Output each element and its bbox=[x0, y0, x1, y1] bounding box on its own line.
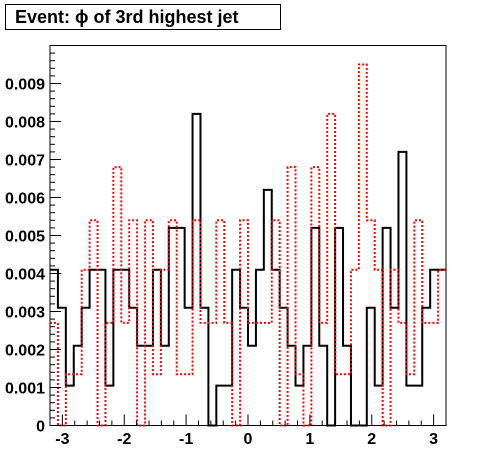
y-tick-label: 0.007 bbox=[5, 153, 45, 170]
y-tick-label: 0.005 bbox=[5, 229, 45, 246]
histogram-series-1 bbox=[50, 112, 446, 427]
y-tick-label: 0.008 bbox=[5, 115, 45, 132]
y-tick-label: 0.001 bbox=[5, 381, 45, 398]
y-tick-label: 0.002 bbox=[5, 343, 45, 360]
x-tick-label: 3 bbox=[429, 431, 438, 448]
x-tick-label: -1 bbox=[179, 431, 193, 448]
x-tick-label: 0 bbox=[244, 431, 253, 448]
chart-title: Event: ϕ of 3rd highest jet bbox=[5, 4, 281, 30]
y-tick-label: 0.009 bbox=[5, 77, 45, 94]
histogram-series-2 bbox=[50, 63, 446, 427]
x-tick-label: 1 bbox=[305, 431, 314, 448]
x-tick-label: -3 bbox=[55, 431, 69, 448]
x-tick-label: -2 bbox=[117, 431, 131, 448]
y-tick-label: 0 bbox=[36, 419, 45, 436]
y-tick-label: 0.003 bbox=[5, 305, 45, 322]
y-tick-label: 0.004 bbox=[5, 267, 45, 284]
y-tick-label: 0.006 bbox=[5, 191, 45, 208]
x-tick-label: 2 bbox=[367, 431, 376, 448]
